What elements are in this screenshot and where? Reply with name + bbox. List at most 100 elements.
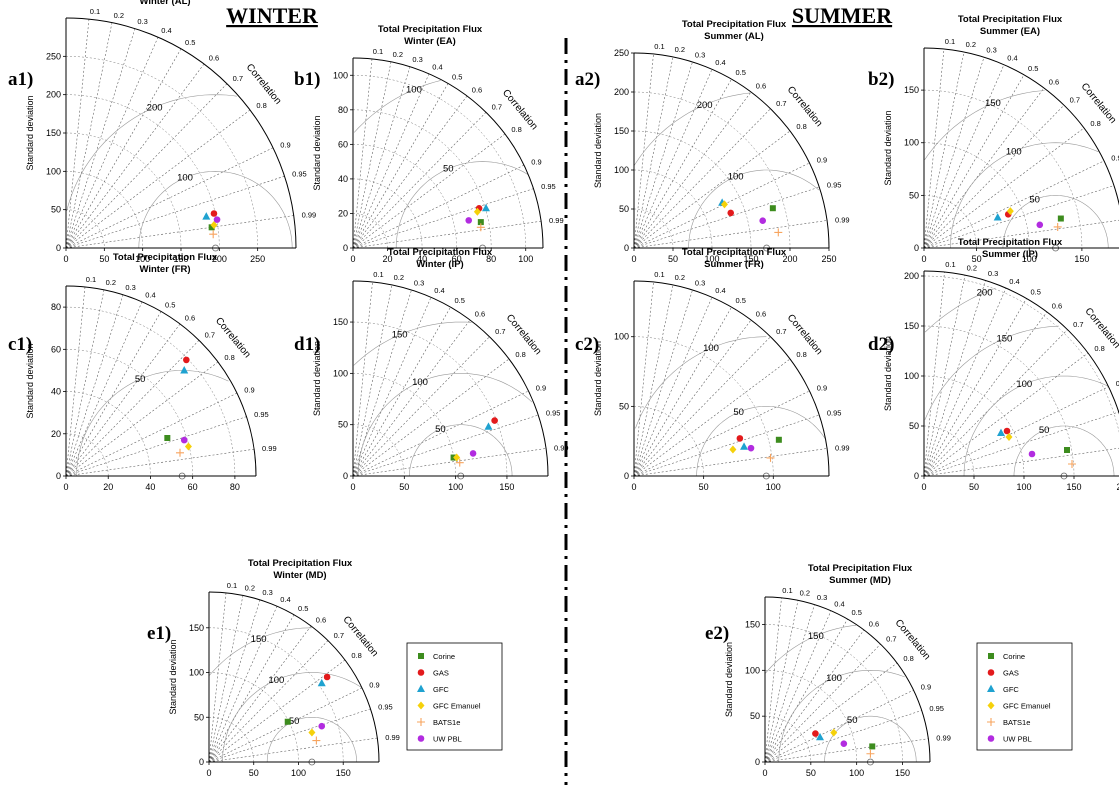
point-corine [1064, 447, 1070, 453]
legend-marker [417, 684, 425, 692]
x-tick-label: 100 [518, 254, 533, 264]
y-tick-label: 50 [338, 420, 348, 430]
correlation-tick-label: 0.9 [531, 158, 541, 167]
legend-label: Corine [1003, 652, 1025, 661]
x-tick-label: 20 [383, 254, 393, 264]
correlation-ray [352, 73, 430, 249]
correlation-ray [764, 689, 914, 763]
x-tick-label: 150 [895, 768, 910, 778]
point-gas [210, 210, 218, 217]
correlation-ray [633, 130, 791, 249]
panel-label: e2) [705, 623, 729, 644]
panel-title: Total Precipitation Flux [958, 14, 1063, 25]
y-tick-label: 20 [51, 429, 61, 439]
correlation-tick-label: 0.95 [929, 704, 944, 713]
correlation-ray [633, 281, 654, 477]
correlation-tick-label: 0.5 [165, 301, 175, 310]
correlation-ray [633, 284, 674, 477]
correlation-ray [65, 392, 238, 477]
correlation-tick-label: 0.99 [835, 443, 850, 452]
point-gfc [482, 203, 490, 212]
y-tick-label: 0 [914, 243, 919, 253]
correlation-ray [65, 301, 143, 477]
rms-arc [395, 161, 529, 248]
correlation-ray [352, 66, 411, 249]
panel-title: Total Precipitation Flux [113, 252, 218, 263]
y-tick-label: 100 [904, 138, 919, 148]
rms-arc-label: 200 [147, 102, 163, 113]
point-bats1e [476, 223, 485, 232]
correlation-ray [923, 275, 966, 477]
correlation-ray [352, 414, 539, 477]
legend-label: GFC Emanuel [1003, 702, 1051, 711]
y-tick-label: 0 [343, 243, 348, 253]
y-tick-label: 100 [614, 332, 629, 342]
correlation-ray [65, 294, 124, 477]
rms-arc [634, 92, 751, 166]
correlation-tick-label: 0.4 [1009, 277, 1019, 286]
x-tick-label: 40 [417, 254, 427, 264]
x-tick-label: 0 [762, 768, 767, 778]
panel-subtitle: Winter (FR) [139, 264, 190, 275]
std-arc [633, 52, 830, 249]
correlation-tick-label: 0.1 [227, 581, 237, 590]
correlation-tick-label: 0.9 [1116, 379, 1119, 388]
outer-arc [633, 280, 830, 477]
legend-marker [417, 701, 425, 710]
legend-marker [418, 653, 424, 659]
y-tick-label: 40 [51, 387, 61, 397]
correlation-ray [764, 629, 865, 763]
std-arc [352, 373, 456, 477]
correlation-ray [65, 22, 113, 249]
rms-arc [66, 94, 237, 211]
panel-subtitle: Winter (MD) [273, 570, 326, 581]
correlation-ray [633, 108, 771, 249]
correlation-ray [352, 358, 510, 477]
panel-title: Total Precipitation Flux [378, 24, 483, 35]
correlation-tick-label: 0.1 [373, 47, 383, 56]
correlation-tick-label: 0.8 [224, 353, 234, 362]
correlation-tick-label: 0.8 [515, 350, 525, 359]
y-tick-label: 0 [56, 243, 61, 253]
panel-label: c1) [8, 334, 32, 355]
correlation-tick-label: 0.2 [675, 45, 685, 54]
panel-label: e1) [147, 623, 171, 644]
y-axis-label: Standard deviation [312, 341, 322, 416]
point-gfc-emanuel [1006, 207, 1014, 216]
legend-label: GFC [433, 685, 449, 694]
correlation-ray [65, 289, 105, 477]
correlation-tick-label: 0.1 [90, 7, 100, 16]
correlation-ray [633, 289, 693, 477]
y-tick-label: 50 [619, 401, 629, 411]
point-gfc [202, 212, 211, 220]
std-arc [208, 672, 299, 763]
point-corine [769, 205, 776, 212]
y-tick-label: 150 [904, 85, 919, 95]
correlation-ray [208, 599, 261, 763]
panel-label: a2) [575, 69, 600, 90]
correlation-tick-label: 0.9 [244, 386, 254, 395]
correlation-ray [633, 56, 674, 249]
point-uw-pbl [747, 444, 755, 452]
correlation-tick-label: 0.7 [233, 74, 243, 83]
correlation-ray [352, 61, 392, 249]
rms-arc [409, 424, 513, 477]
x-tick-label: 200 [1116, 482, 1119, 492]
rms-arc-label: 50 [289, 716, 300, 727]
correlation-ray [764, 662, 898, 763]
correlation-tick-label: 0.2 [675, 273, 685, 282]
x-tick-label: 200 [782, 254, 797, 264]
correlation-tick-label: 0.6 [869, 620, 879, 629]
panel-a1: Total Precipitation Flux Winter (AL) a1) 10… [8, 0, 316, 264]
rms-arc [353, 80, 441, 133]
correlation-ray [208, 614, 295, 763]
correlation-tick-label: 0.9 [817, 384, 827, 393]
correlation-tick-label: 0.95 [827, 181, 842, 190]
std-arc [764, 715, 812, 763]
rms-arc-label: 50 [443, 164, 454, 175]
rms-arc-label: 150 [996, 333, 1012, 344]
rms-arc [696, 406, 826, 476]
x-tick-label: 150 [743, 254, 758, 264]
x-tick-label: 100 [448, 482, 463, 492]
